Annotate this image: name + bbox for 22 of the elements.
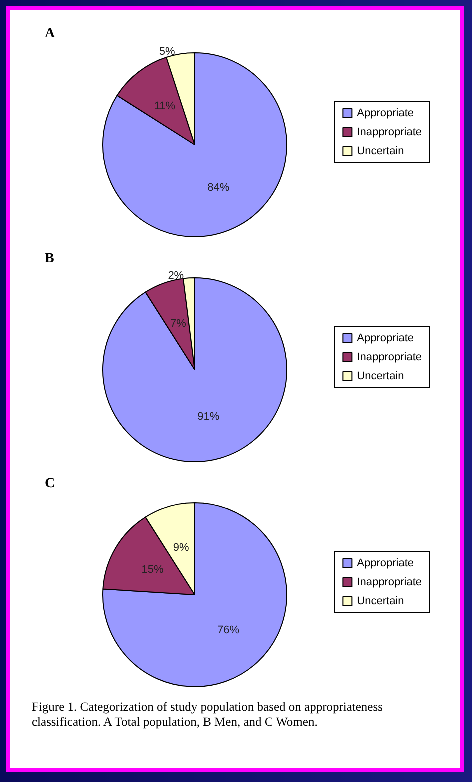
legend-label: Uncertain: [357, 596, 404, 608]
data-label: 76%: [218, 624, 240, 637]
legend-label: Inappropriate: [357, 126, 422, 138]
legend-label: Appropriate: [357, 558, 414, 570]
legend-label: Appropriate: [357, 108, 414, 120]
legend-label: Inappropriate: [357, 576, 422, 588]
chart-title: A: [45, 26, 56, 42]
data-label: 5%: [159, 46, 176, 58]
data-label: 91%: [198, 411, 220, 424]
data-label: 7%: [170, 318, 187, 330]
data-label: 9%: [173, 542, 190, 554]
legend-label: Appropriate: [357, 332, 414, 344]
caption: Figure 1. Categorization of study population based on appropriateness classification. A Total population, B Men, and C Women.: [32, 700, 384, 730]
data-label: 15%: [142, 564, 164, 576]
legend-label: Inappropriate: [357, 352, 422, 364]
data-label: 2%: [168, 270, 184, 282]
legend-label: Uncertain: [357, 146, 404, 158]
chart-title: B: [45, 252, 54, 266]
data-label: 11%: [154, 100, 176, 112]
legend-label: Uncertain: [357, 370, 404, 382]
chart-title: C: [45, 476, 56, 492]
data-label: 84%: [208, 182, 230, 194]
